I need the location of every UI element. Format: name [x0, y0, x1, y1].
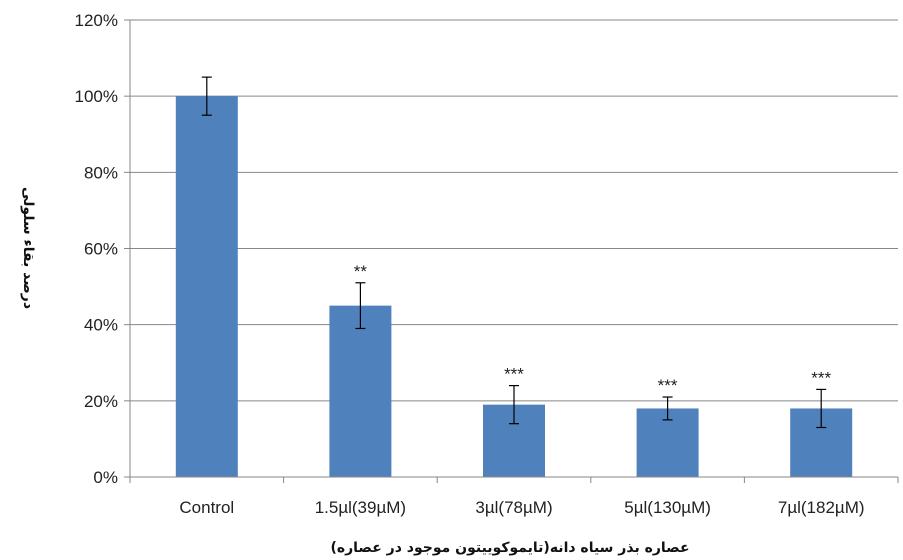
x-tick-label: Control: [179, 498, 234, 517]
significance-marker: ***: [504, 365, 524, 384]
x-tick-label: 3µl(78µM): [475, 498, 552, 517]
bar: [175, 96, 238, 478]
y-tick-label: 0%: [93, 468, 118, 487]
y-tick-label: 60%: [84, 240, 118, 259]
y-axis-title: درصد بقاء سلولی: [20, 187, 36, 309]
y-axis: 0% 20% 40% 60% 80% 100% 120%: [75, 11, 131, 487]
significance-marker: ***: [658, 376, 678, 395]
bar: [329, 305, 392, 477]
significance-marker: ***: [811, 368, 831, 387]
y-tick-label: 100%: [75, 87, 118, 106]
significance-marker: **: [354, 262, 368, 281]
x-axis: Control 1.5µl(39µM) 3µl(78µM) 5µl(130µM) 7µl…: [129, 476, 899, 517]
bars: ******** ***: [175, 76, 853, 478]
y-tick-label: 120%: [75, 11, 118, 30]
x-tick-label: 1.5µl(39µM): [315, 498, 406, 517]
y-tick-label: 40%: [84, 316, 118, 335]
y-tick-label: 20%: [84, 392, 118, 411]
x-tick-label: 7µl(182µM): [778, 498, 865, 517]
gridlines: [130, 19, 898, 402]
y-tick-label: 80%: [84, 163, 118, 182]
x-tick-label: 5µl(130µM): [624, 498, 711, 517]
x-axis-title: عصاره بذر سیاه دانه(تایموکوییتون موجود د…: [330, 540, 689, 556]
